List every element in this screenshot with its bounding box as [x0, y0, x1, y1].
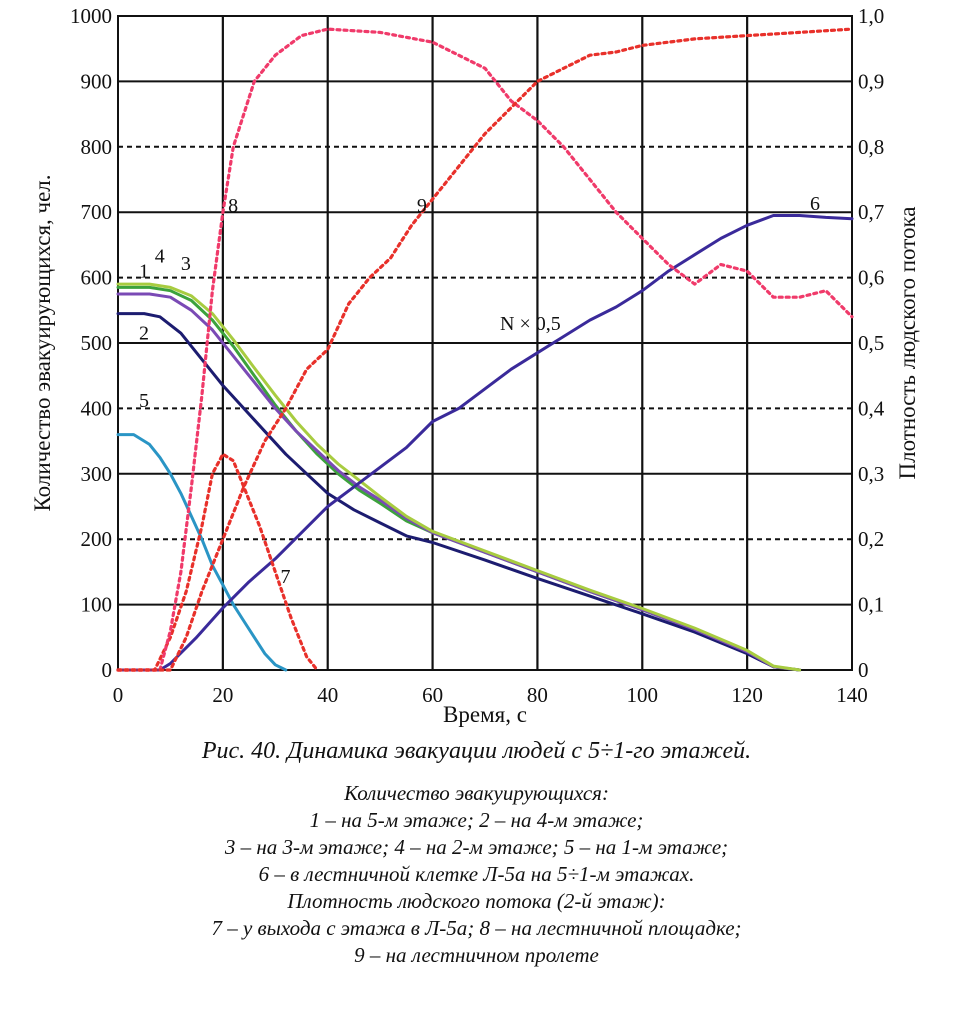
x-tick-label: 80 [527, 683, 548, 707]
legend-line: 9 – на лестничном пролете [354, 943, 599, 967]
y2-tick-label: 0,3 [858, 462, 884, 486]
plot-frame [117, 15, 853, 671]
y-tick-label: 500 [81, 331, 113, 355]
y2-tick-label: 1,0 [858, 4, 884, 28]
series-line-2 [116, 312, 802, 672]
series-line-3 [116, 292, 802, 672]
y-tick-label: 200 [81, 527, 113, 551]
series-line-4 [116, 282, 802, 672]
chart-grid [118, 16, 852, 670]
curve-label-3: 3 [181, 253, 191, 275]
x-tick-label: 20 [212, 683, 233, 707]
y-tick-label: 1000 [70, 4, 112, 28]
y2-tick-label: 0,4 [858, 396, 885, 420]
n-scale-annotation: N × 0,5 [500, 313, 561, 335]
y-tick-label: 900 [81, 69, 113, 93]
curve-label-6: 6 [810, 193, 820, 215]
x-tick-label: 40 [317, 683, 338, 707]
y-tick-label: 400 [81, 396, 113, 420]
chart-series [116, 27, 854, 672]
legend-line: 3 – на 3-м этаже; 4 – на 2-м этаже; 5 – … [224, 835, 729, 859]
figure-title: Рис. 40. Динамика эвакуации людей с 5÷1-… [201, 738, 752, 764]
y2-tick-label: 0,7 [858, 200, 884, 224]
y2-axis-title: Плотность людского потока [895, 206, 920, 479]
figure-legend: Количество эвакуирующихся: 1 – на 5-м эт… [0, 780, 953, 969]
y-tick-label: 800 [81, 135, 113, 159]
y-tick-label: 0 [102, 658, 113, 682]
y2-tick-label: 0,1 [858, 593, 884, 617]
x-tick-label: 60 [422, 683, 443, 707]
evacuation-chart: 0 20 40 60 80 100 120 140 010020030040050060070… [30, 4, 920, 727]
curve-label-8: 8 [228, 195, 238, 217]
curve-label-5: 5 [139, 390, 149, 412]
series-line-5 [116, 433, 288, 672]
y2-tick-label: 0,8 [858, 135, 884, 159]
legend-line: 1 – на 5-м этаже; 2 – на 4-м этаже; [309, 808, 644, 832]
curve-label-9: 9 [417, 195, 427, 217]
x-axis-ticks: 0 20 40 60 80 100 120 140 [113, 683, 868, 707]
legend-line: Количество эвакуирующихся: [344, 781, 609, 805]
curve-label-4: 4 [155, 246, 165, 268]
series-line-9 [116, 27, 854, 672]
legend-line: 6 – в лестничной клетке Л-5а на 5÷1-м эт… [258, 862, 695, 886]
y2-tick-label: 0 [858, 658, 869, 682]
legend-line: Плотность людского потока (2-й этаж): [287, 889, 666, 913]
y-tick-label: 300 [81, 462, 113, 486]
x-axis-title: Время, с [443, 702, 527, 727]
y-axis-ticks: 0 100 200 300 400 500 600 700 800 900 1000 [70, 4, 112, 682]
y-axis-title: Количество эвакуирующихся, чел. [30, 174, 55, 511]
y-tick-label: 600 [81, 266, 113, 290]
x-tick-label: 100 [627, 683, 659, 707]
y2-tick-label: 0,6 [858, 266, 884, 290]
series-line-8 [116, 27, 854, 672]
curve-label-2: 2 [139, 323, 149, 345]
y-tick-label: 700 [81, 200, 113, 224]
y2-tick-label: 0,5 [858, 331, 884, 355]
y2-tick-label: 0,9 [858, 69, 884, 93]
x-tick-label: 0 [113, 683, 124, 707]
x-tick-label: 120 [731, 683, 763, 707]
series-line-7 [116, 452, 319, 672]
y2-axis-ticks: 0 0,1 0,2 0,3 0,4 0,5 0,6 0,7 0,8 0,9 1,0 [858, 4, 885, 682]
x-tick-label: 140 [836, 683, 868, 707]
curve-label-1: 1 [139, 261, 149, 283]
y-tick-label: 100 [81, 593, 113, 617]
y2-tick-label: 0,2 [858, 527, 884, 551]
legend-line: 7 – у выхода с этажа в Л-5а; 8 – на лест… [211, 916, 742, 940]
curve-label-7: 7 [281, 566, 291, 588]
series-line-6 [116, 214, 854, 672]
curve-labels: 1 2 34 5 6 7 8 9 [139, 193, 820, 588]
